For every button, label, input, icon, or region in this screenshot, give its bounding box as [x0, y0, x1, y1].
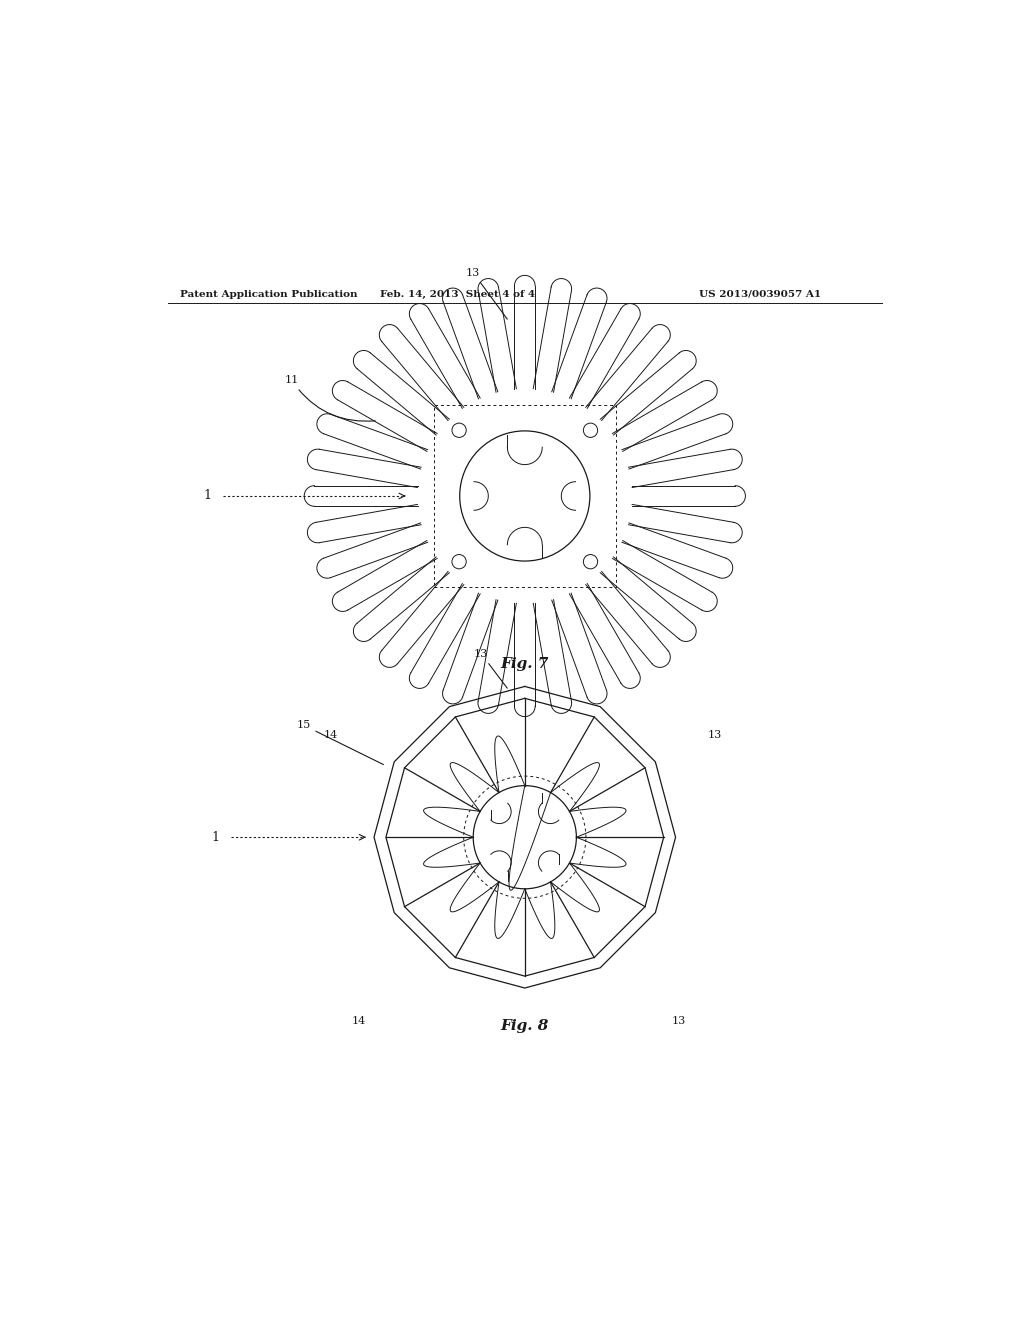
Text: 15: 15 [296, 721, 383, 764]
Text: Fig. 8: Fig. 8 [501, 1019, 549, 1034]
Text: 13: 13 [466, 268, 507, 319]
Text: Fig. 7: Fig. 7 [501, 657, 549, 671]
Text: 13: 13 [672, 1016, 686, 1026]
Text: 1: 1 [211, 830, 219, 843]
Text: 14: 14 [352, 1016, 367, 1026]
Text: 1: 1 [204, 490, 211, 503]
Text: US 2013/0039057 A1: US 2013/0039057 A1 [699, 289, 821, 298]
Text: 14: 14 [324, 730, 338, 741]
Text: 11: 11 [285, 375, 375, 421]
Text: Feb. 14, 2013  Sheet 4 of 4: Feb. 14, 2013 Sheet 4 of 4 [380, 289, 535, 298]
Text: 13: 13 [474, 648, 507, 688]
Text: Patent Application Publication: Patent Application Publication [179, 289, 357, 298]
Text: 13: 13 [708, 730, 722, 741]
